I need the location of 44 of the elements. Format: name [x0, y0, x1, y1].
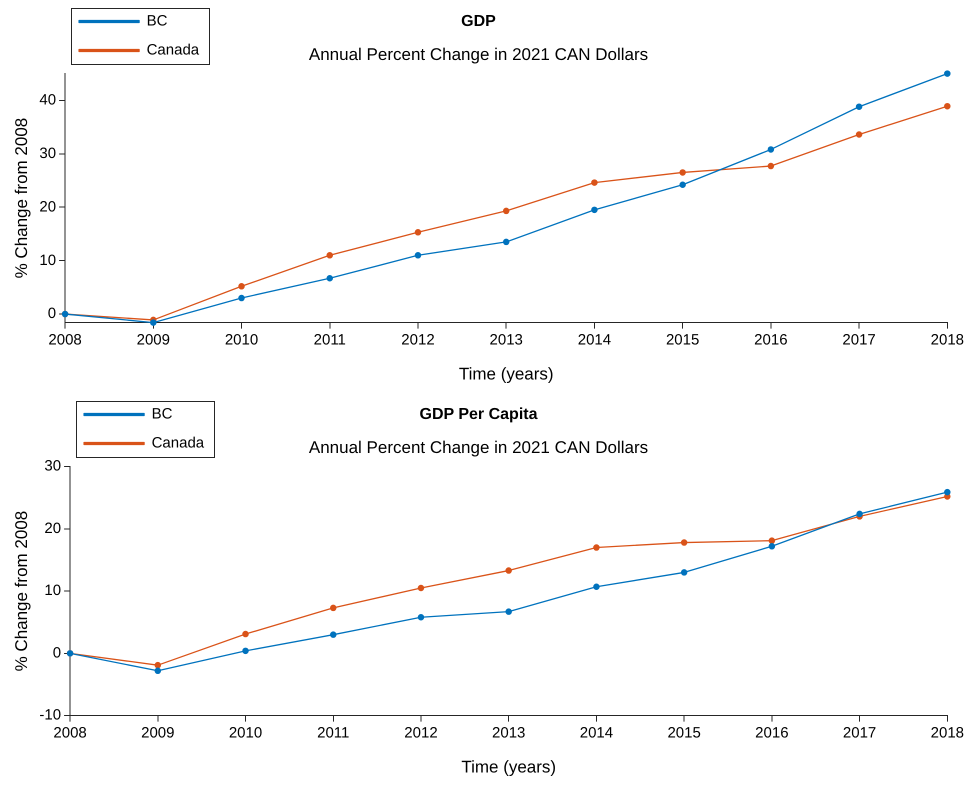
legend-label: Canada	[146, 42, 200, 59]
y-tick-label: 30	[44, 458, 62, 475]
chart-title: GDP Per Capita	[420, 406, 538, 424]
y-tick-label: 10	[44, 582, 62, 600]
x-tick-label: 2008	[53, 724, 87, 742]
y-tick-label: 10	[39, 252, 56, 269]
x-tick-label: 2015	[666, 332, 700, 349]
x-tick-label: 2008	[48, 332, 82, 349]
y-tick-label: 0	[48, 305, 56, 322]
x-tick-label: 2010	[224, 332, 258, 349]
x-axis-title: Time (years)	[458, 364, 554, 384]
y-tick-label: -10	[39, 706, 62, 724]
x-tick-label: 2015	[667, 724, 701, 742]
x-tick-label: 2011	[314, 332, 346, 349]
chart-subtitle: Annual Percent Change in 2021 CAN Dollars	[308, 438, 648, 458]
y-tick-label: 20	[44, 520, 62, 537]
legend-label: Canada	[152, 434, 205, 452]
y-tick-label: 20	[39, 198, 56, 216]
y-tick-label: 40	[39, 91, 56, 108]
legend-label: BC	[146, 12, 168, 30]
y-axis-title: % Change from 2008	[12, 510, 31, 672]
x-tick-label: 2012	[404, 724, 438, 742]
y-axis-title: % Change from 2008	[12, 118, 31, 278]
x-tick-label: 2017	[842, 332, 876, 349]
x-axis-title: Time (years)	[461, 757, 556, 776]
x-tick-label: 2016	[755, 724, 789, 742]
x-tick-label: 2018	[930, 332, 964, 349]
y-tick-label: 0	[52, 644, 62, 662]
x-tick-label: 2014	[578, 332, 612, 349]
x-tick-label: 2010	[228, 724, 262, 742]
x-tick-label: 2011	[317, 724, 350, 742]
chart-subtitle: Annual Percent Change in 2021 CAN Dollars	[308, 45, 648, 64]
x-tick-label: 2012	[401, 332, 435, 349]
x-tick-label: 2017	[842, 724, 876, 742]
x-tick-label: 2009	[136, 332, 170, 349]
chart-title: GDP	[461, 13, 496, 30]
x-tick-label: 2013	[490, 332, 523, 349]
x-tick-label: 2018	[930, 724, 964, 742]
x-tick-label: 2013	[492, 724, 526, 742]
legend-label: BC	[152, 406, 173, 423]
x-tick-label: 2014	[580, 724, 614, 742]
x-tick-label: 2016	[754, 332, 788, 349]
y-tick-label: 30	[39, 144, 56, 162]
x-tick-label: 2009	[141, 724, 174, 742]
